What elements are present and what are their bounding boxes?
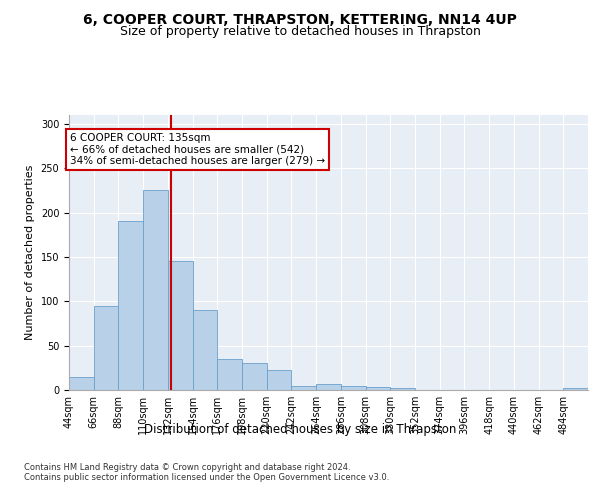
Y-axis label: Number of detached properties: Number of detached properties [25,165,35,340]
Bar [563,388,588,390]
Bar [341,386,365,390]
Bar [365,388,390,390]
Bar [143,190,168,390]
Bar [316,384,341,390]
Bar [94,306,118,390]
Bar [292,386,316,390]
Bar [118,222,143,390]
Bar [267,370,292,390]
Bar [193,310,217,390]
Bar [69,376,94,390]
Bar [168,262,193,390]
Bar [217,359,242,390]
Text: Size of property relative to detached houses in Thrapston: Size of property relative to detached ho… [119,25,481,38]
Text: Distribution of detached houses by size in Thrapston: Distribution of detached houses by size … [144,422,456,436]
Bar [242,364,267,390]
Text: 6 COOPER COURT: 135sqm
← 66% of detached houses are smaller (542)
34% of semi-de: 6 COOPER COURT: 135sqm ← 66% of detached… [70,132,325,166]
Bar [390,388,415,390]
Text: Contains HM Land Registry data © Crown copyright and database right 2024.
Contai: Contains HM Land Registry data © Crown c… [24,462,389,482]
Text: 6, COOPER COURT, THRAPSTON, KETTERING, NN14 4UP: 6, COOPER COURT, THRAPSTON, KETTERING, N… [83,12,517,26]
